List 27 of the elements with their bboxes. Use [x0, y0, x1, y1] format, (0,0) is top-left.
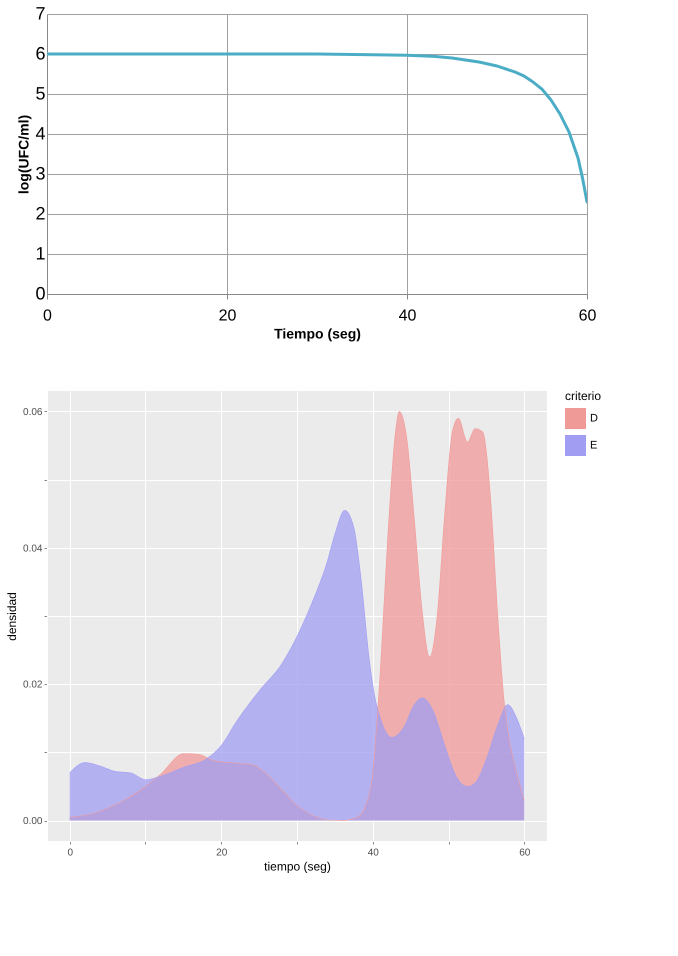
- y-axis-title: densidad: [5, 592, 20, 641]
- y-tick-label: 0.02: [23, 680, 43, 691]
- y-axis-title: log(UFC/ml): [15, 114, 32, 194]
- y-tick-label: 0.00: [23, 816, 43, 828]
- x-tick-label: 40: [398, 308, 416, 324]
- x-tick-label: 20: [218, 308, 236, 324]
- legend-label: E: [590, 440, 598, 452]
- x-tick-label: 60: [578, 308, 596, 324]
- x-tick-label: 40: [368, 848, 380, 858]
- y-tick-label: 2: [35, 204, 46, 224]
- x-tick-label: 60: [519, 848, 531, 858]
- y-tick-label: 6: [35, 44, 46, 64]
- y-tick-label: 0.06: [23, 406, 43, 418]
- x-tick-label: 20: [216, 848, 228, 858]
- legend-title: criterio: [565, 389, 602, 403]
- y-tick-label: 5: [35, 84, 46, 104]
- y-tick-label: 4: [35, 124, 46, 144]
- legend-label: D: [590, 412, 598, 424]
- x-axis-title: tiempo (seg): [264, 860, 331, 874]
- x-tick-label: 0: [67, 848, 74, 858]
- line-series: [47, 52, 587, 204]
- x-axis-title: Tiempo (seg): [274, 326, 361, 342]
- y-tick-label: 7: [35, 4, 46, 24]
- y-tick-label: 3: [35, 164, 46, 184]
- y-tick-label: 0.04: [23, 543, 43, 554]
- y-tick-label: 1: [35, 244, 46, 264]
- y-tick-label: 0: [35, 284, 46, 304]
